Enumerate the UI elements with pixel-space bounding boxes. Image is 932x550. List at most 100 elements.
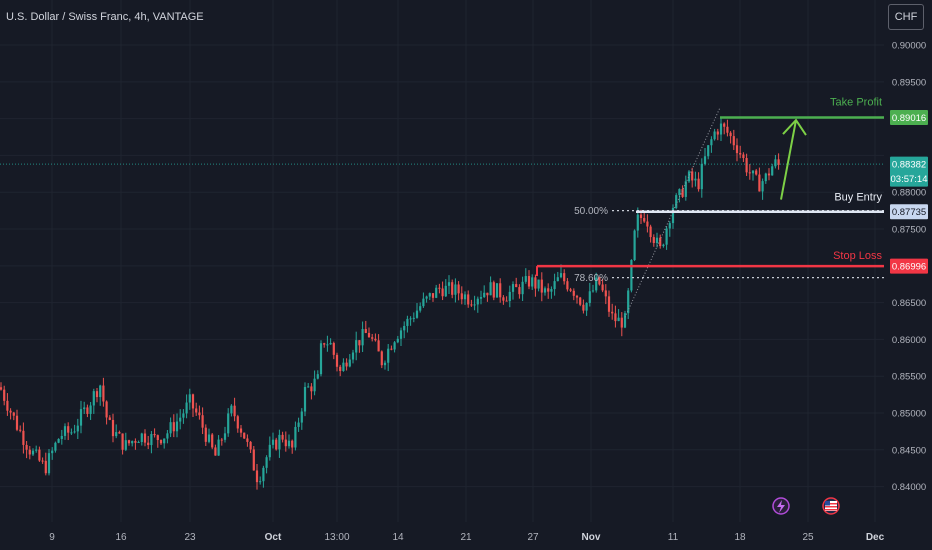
candle-body [211,434,214,448]
candle-body [262,467,265,482]
candle-body [607,296,611,312]
candle-body [460,293,463,300]
candle-body [227,413,230,434]
candle-body [755,170,758,175]
candle-body [633,230,636,261]
candle-body [47,453,51,474]
price-tick-label: 0.86500 [892,298,926,309]
candle-body [377,340,380,352]
candle-body [134,441,137,443]
candle-body [153,434,156,436]
candle-body [79,409,83,426]
fib-level-label: 78.60% [574,273,608,284]
candle-body [348,359,351,367]
candle-body [54,442,57,451]
candle-body [25,444,28,450]
us-flag-icon-stripe [825,503,837,505]
up-arrow-head [782,118,807,136]
candle-body [191,394,195,409]
candle-body [527,276,531,287]
candle-body [303,386,307,412]
candle-body [652,237,655,243]
candle-body [649,226,652,238]
candle-body [518,287,521,295]
candle-body [182,413,185,418]
candle-body [342,362,345,371]
candle-body [115,432,118,437]
candle-body [387,348,390,363]
candle-body [38,449,41,461]
candle-body [668,223,671,229]
candle-body [195,408,198,413]
candle-body [553,281,556,290]
candle-body [22,430,25,445]
us-flag-icon-stripe [825,506,837,508]
candle-body [463,294,467,300]
candle-body [367,332,371,338]
candle-body [287,440,291,447]
price-tick-label: 0.85500 [892,372,926,383]
candle-body [70,432,73,434]
candle-body [691,171,694,181]
candle-body [57,438,60,443]
candle-body [563,273,566,282]
candle-body [662,244,665,247]
candle-body [495,283,499,298]
fib-level-label: 50.00% [574,206,608,217]
candle-body [207,434,211,442]
candle-body [579,297,582,305]
candle-body [249,441,252,450]
candle-body [281,434,284,440]
candle-body [444,285,447,297]
price-axis-panel [884,0,932,550]
candle-body [409,318,412,320]
candle-body [467,294,470,305]
candle-body [665,228,668,245]
candle-body [476,298,479,305]
candle-body [591,290,595,292]
candle-body [675,195,678,208]
candle-body [86,407,89,414]
candle-body [537,279,540,289]
candle-body [547,288,550,292]
candle-body [671,207,675,224]
candle-body [694,178,697,181]
candle-body [118,432,121,434]
candle-body [572,290,575,296]
candle-body [726,126,729,133]
candle-body [236,416,239,429]
candle-body [550,289,553,292]
candle-body [105,401,108,418]
currency-button[interactable]: CHF [888,4,924,30]
candle-body [601,284,604,291]
candle-body [492,282,495,298]
candle-body [774,159,777,167]
candle-body [643,218,646,222]
candle-body [355,340,358,353]
candle-body [223,433,227,440]
candle-body [742,154,745,159]
candle-body [12,412,15,416]
candle-body [60,435,63,439]
candle-body [521,281,524,295]
price-label-box [890,258,928,274]
candle-body [441,288,444,297]
candle-body [396,338,399,343]
candle-body [415,310,419,318]
candle-body [127,440,131,444]
candle-body [137,441,140,443]
candle-body [438,287,441,289]
candle-body [319,343,323,375]
candle-body [451,282,454,295]
candle-body [163,438,166,444]
candle-body [764,173,767,182]
lightning-icon [772,497,790,515]
candle-body [326,344,329,346]
time-tick-label: 11 [668,532,679,543]
time-tick-label: 14 [392,532,404,543]
candle-body [505,300,508,302]
candle-body [51,450,54,454]
candle-body [425,296,428,299]
candle-body [271,439,275,445]
